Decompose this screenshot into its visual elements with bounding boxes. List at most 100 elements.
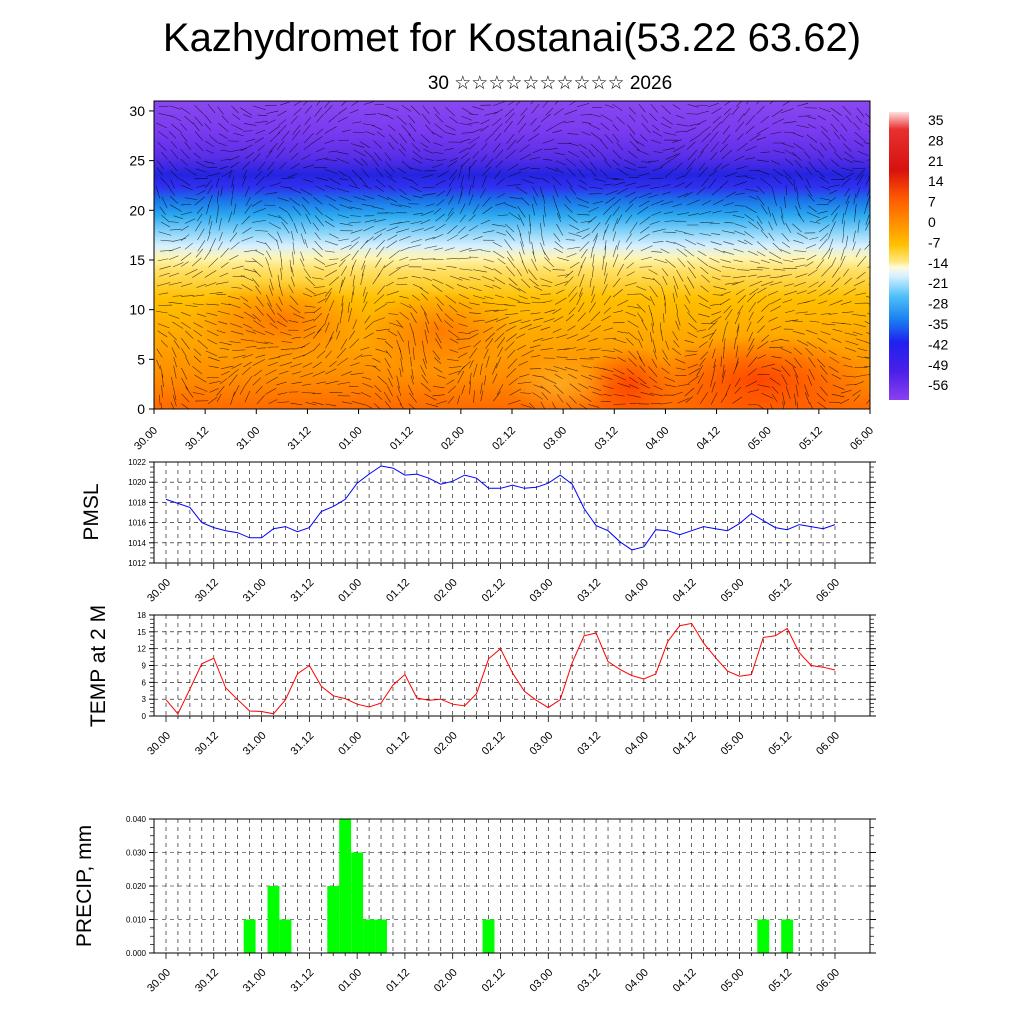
- x-tick-label: 03.00: [541, 425, 569, 453]
- wind-segment: [276, 381, 287, 386]
- wind-segment: [649, 113, 658, 122]
- wind-segment: [302, 350, 313, 357]
- wind-segment: [167, 331, 177, 341]
- wind-segment: [676, 269, 684, 282]
- wind-segment: [156, 282, 171, 287]
- colorbar-label: -49: [928, 357, 948, 373]
- wind-segment: [564, 347, 577, 350]
- wind-segment: [782, 143, 795, 148]
- wind-segment: [492, 224, 506, 227]
- x-tick-label: 30.12: [183, 425, 211, 453]
- wind-segment: [701, 132, 712, 143]
- wind-segment: [252, 105, 266, 111]
- wind-segment: [185, 356, 190, 366]
- wind-segment: [760, 230, 769, 239]
- wind-segment: [660, 123, 672, 129]
- wind-segment: [350, 362, 360, 367]
- wind-segment: [756, 101, 760, 105]
- wind-segment: [844, 187, 851, 197]
- wind-segment: [542, 214, 545, 227]
- wind-segment: [445, 295, 457, 304]
- wind-segment: [497, 258, 506, 265]
- wind-segment: [269, 132, 281, 143]
- wind-segment: [520, 241, 525, 255]
- wind-segment: [676, 124, 690, 127]
- wind-segment: [637, 312, 644, 322]
- wind-segment: [303, 268, 311, 279]
- wind-segment: [184, 197, 198, 200]
- wind-segment: [386, 226, 399, 232]
- wind-segment: [508, 283, 521, 292]
- wind-segment: [552, 130, 562, 133]
- wind-segment: [336, 330, 341, 340]
- wind-segment: [636, 184, 650, 189]
- wind-segment: [361, 168, 370, 178]
- wind-segment: [304, 116, 312, 125]
- wind-segment: [217, 142, 227, 147]
- wind-segment: [194, 104, 204, 115]
- x-tick-label: 31.00: [241, 730, 269, 758]
- wind-segment: [869, 151, 870, 153]
- wind-segment: [528, 231, 531, 244]
- wind-segment: [720, 393, 728, 403]
- wind-segment: [424, 393, 437, 401]
- wind-segment: [479, 188, 486, 199]
- wind-segment: [841, 323, 852, 325]
- wind-segment: [865, 214, 870, 225]
- wind-segment: [257, 114, 267, 117]
- wind-segment: [304, 311, 315, 314]
- wind-segment: [196, 184, 207, 188]
- wind-segment: [853, 323, 867, 328]
- wind-segment: [532, 148, 543, 154]
- wind-segment: [612, 231, 617, 242]
- wind-segment: [337, 381, 350, 385]
- wind-segment: [255, 341, 268, 345]
- wind-segment: [756, 185, 765, 194]
- wind-segment: [555, 205, 561, 219]
- wind-segment: [576, 348, 586, 351]
- wind-segment: [473, 320, 485, 322]
- wind-segment: [173, 386, 177, 401]
- wind-segment: [399, 311, 410, 320]
- wind-segment: [482, 206, 493, 215]
- wind-segment: [205, 149, 215, 154]
- wind-segment: [757, 341, 769, 350]
- wind-segment: [303, 331, 315, 339]
- wind-segment: [351, 143, 365, 148]
- wind-segment: [161, 385, 163, 398]
- wind-segment: [612, 278, 621, 288]
- wind-segment: [170, 179, 175, 189]
- wind-segment: [292, 124, 301, 135]
- wind-segment: [208, 215, 212, 225]
- wind-segment: [533, 317, 544, 321]
- wind-segment: [673, 276, 679, 290]
- wind-segment: [312, 343, 321, 352]
- wind-segment: [784, 149, 796, 157]
- wind-segment: [481, 276, 495, 282]
- wind-segment: [757, 275, 771, 278]
- wind-segment: [653, 385, 663, 391]
- wind-segment: [856, 187, 860, 198]
- wind-segment: [387, 330, 398, 337]
- wind-segment: [325, 403, 337, 407]
- wind-segment: [350, 372, 364, 375]
- wind-segment: [580, 248, 588, 259]
- wind-segment: [312, 401, 324, 406]
- wind-segment: [809, 237, 819, 240]
- wind-segment: [508, 277, 518, 286]
- wind-segment: [373, 219, 386, 223]
- wind-segment: [341, 101, 347, 107]
- wind-segment: [723, 108, 732, 116]
- wind-segment: [519, 233, 524, 247]
- wind-segment: [315, 147, 325, 153]
- wind-segment: [448, 176, 456, 187]
- x-tick-label: 03.12: [592, 425, 620, 453]
- wind-segment: [253, 369, 263, 377]
- wind-segment: [386, 106, 399, 111]
- wind-segment: [845, 194, 851, 205]
- wind-segment: [857, 219, 860, 233]
- x-tick-label: 31.00: [234, 425, 262, 453]
- wind-segment: [230, 196, 233, 206]
- wind-segment: [359, 177, 368, 187]
